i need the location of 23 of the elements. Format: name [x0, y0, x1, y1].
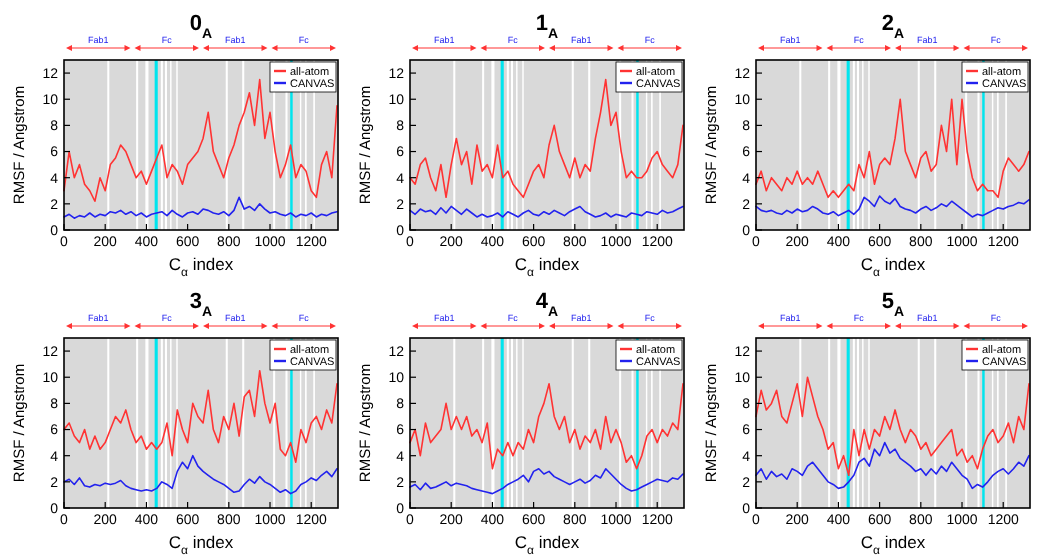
line-series [63, 454, 338, 495]
line-series [755, 376, 1030, 477]
line-series [755, 98, 1030, 199]
line-series [63, 196, 338, 220]
line-series [409, 78, 684, 199]
line-series [755, 195, 1030, 218]
chart-title: 1$_{A}$ [535, 12, 559, 41]
x-axis-title: C$_{α}$ index [860, 532, 927, 558]
x-axis-title: C$_{α}$ index [168, 532, 235, 558]
x-axis-title: C$_{α}$ index [860, 254, 927, 280]
line-series [63, 78, 338, 203]
chart-title: 0$_{A}$ [189, 12, 213, 41]
chart-title: 5$_{A}$ [881, 290, 905, 319]
line-series [409, 467, 684, 495]
x-axis-title: C$_{α}$ index [514, 532, 581, 558]
chart-title: 3$_{A}$ [189, 290, 213, 319]
chart-title: 2$_{A}$ [881, 12, 905, 41]
line-series [63, 369, 338, 464]
chart-title: 4$_{A}$ [535, 290, 559, 319]
x-axis-title: C$_{α}$ index [168, 254, 235, 280]
line-series [755, 441, 1030, 490]
x-axis-title: C$_{α}$ index [514, 254, 581, 280]
line-series [409, 382, 684, 470]
